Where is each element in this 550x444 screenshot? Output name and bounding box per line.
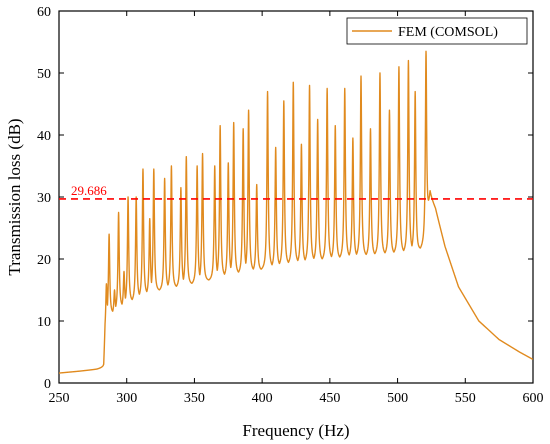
x-tick-label: 350: [184, 391, 205, 406]
x-axis: 250 300 350 400 450 500 550 600: [49, 11, 544, 406]
x-tick-label: 550: [455, 391, 476, 406]
x-tick-label: 400: [252, 391, 273, 406]
legend: FEM (COMSOL): [346, 17, 528, 45]
plot-area: [58, 10, 534, 384]
x-tick-label: 600: [523, 391, 544, 406]
x-axis-title: Frequency (Hz): [242, 421, 349, 440]
y-tick-label: 0: [44, 377, 51, 392]
y-tick-label: 60: [37, 5, 51, 20]
legend-label: FEM (COMSOL): [398, 25, 498, 40]
y-tick-label: 40: [37, 129, 51, 144]
series-layer: [59, 50, 533, 374]
y-axis-title: Transmission loss (dB): [5, 118, 24, 275]
reference-line-label: 29.686: [71, 183, 107, 198]
y-tick-label: 30: [37, 191, 51, 206]
y-tick-label: 10: [37, 315, 51, 330]
x-tick-label: 300: [116, 391, 137, 406]
x-tick-label: 450: [319, 391, 340, 406]
y-tick-label: 20: [37, 253, 51, 268]
series-line-fem-comsol: [59, 50, 533, 374]
y-axis: 0 10 20 30 40 50 60: [37, 5, 533, 392]
x-tick-label: 250: [49, 391, 70, 406]
x-tick-label: 500: [387, 391, 408, 406]
y-tick-label: 50: [37, 67, 51, 82]
